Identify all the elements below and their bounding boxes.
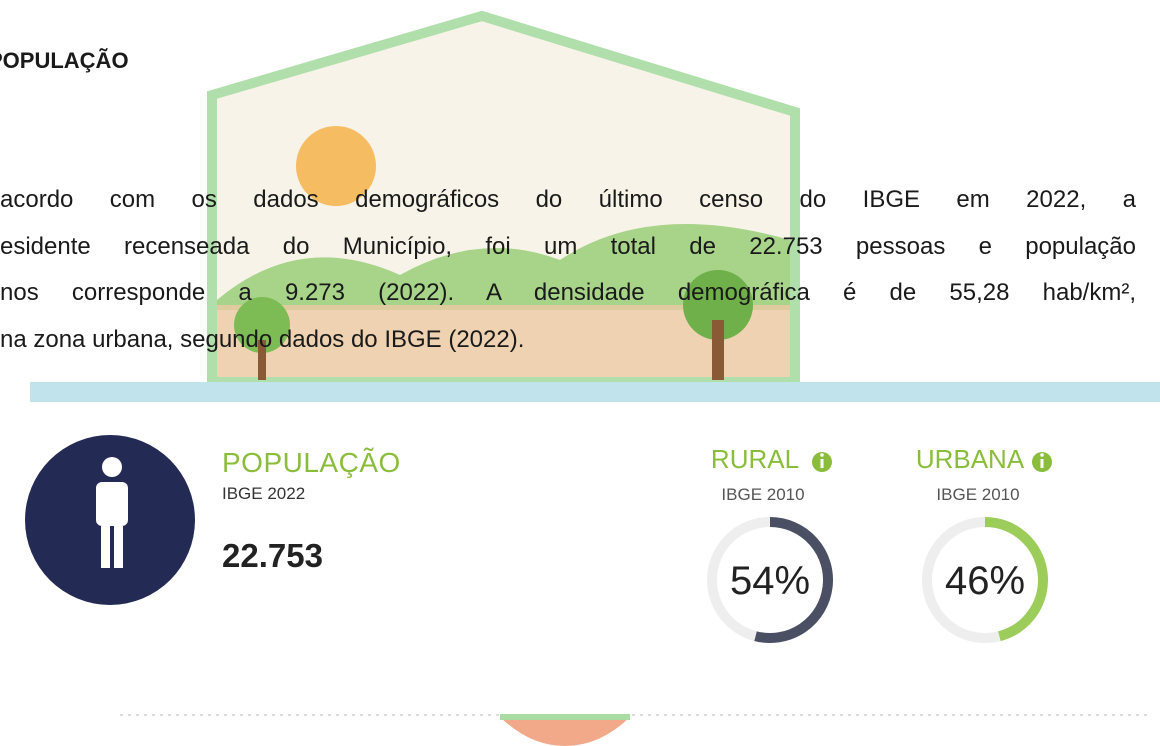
band [30, 382, 1160, 402]
stat-source: IBGE 2010 [663, 485, 863, 505]
heading: POPULAÇÃO [0, 48, 129, 74]
stat-title: RURAL [655, 444, 855, 475]
population-title: POPULAÇÃO [222, 447, 401, 479]
bottom-shape [500, 717, 630, 746]
illustration: 54% 46% [0, 0, 1160, 746]
paragraph-line: esidente recenseada do Município, foi um… [0, 227, 1136, 274]
page: {"heading": "POPULAÇÃO", "paragraph": ["… [0, 0, 1160, 746]
stat-title: URBANA [870, 444, 1070, 475]
ring-label: 46% [945, 559, 1025, 603]
population-value: 22.753 [222, 537, 323, 575]
paragraph-line: na zona urbana, segundo dados do IBGE (2… [0, 320, 1136, 367]
paragraph: acordo com os dados demográficos do últi… [0, 180, 1136, 366]
paragraph-line: nos corresponde a 9.273 (2022). A densid… [0, 273, 1136, 320]
stat-source: IBGE 2010 [878, 485, 1078, 505]
population-source: IBGE 2022 [222, 484, 305, 504]
paragraph-line: acordo com os dados demográficos do últi… [0, 180, 1136, 227]
ring-label: 54% [730, 559, 810, 603]
